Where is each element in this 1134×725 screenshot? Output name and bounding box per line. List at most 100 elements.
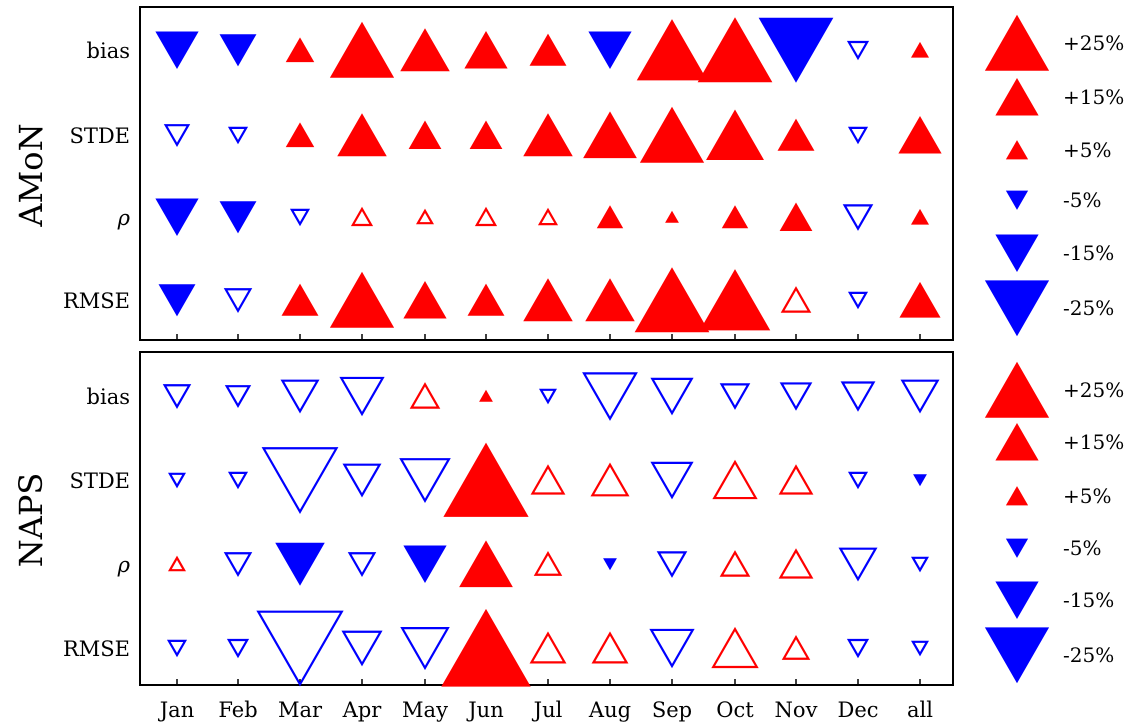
legend-label: +5% [1063, 138, 1112, 162]
marker-naps-may [399, 458, 451, 504]
marker-amon-jul [529, 33, 567, 66]
legend-label: +5% [1063, 484, 1112, 508]
marker-naps-oct [719, 550, 751, 577]
legend-marker [984, 627, 1050, 684]
legend-marker [1005, 190, 1029, 210]
marker-naps-dec [838, 547, 878, 582]
legend-marker [995, 77, 1039, 116]
legend-label: +15% [1063, 85, 1124, 109]
x-tick-label: Jun [466, 698, 503, 722]
marker-naps-jan [167, 555, 187, 572]
marker-amon-jul [537, 207, 559, 226]
marker-amon-feb [227, 126, 249, 145]
x-axis: Jan Feb Mar Apr May Jun Jul Aug Sep Oct Nov Dec all [158, 698, 933, 722]
marker-naps-sep [650, 377, 694, 416]
legend-amon: +25% +15% +5% -5% -15% -25% [984, 14, 1124, 337]
legend-marker [1005, 486, 1029, 506]
legend-marker [1005, 538, 1029, 558]
marker-amon-dec [847, 291, 869, 310]
row-label: RMSE [63, 637, 130, 661]
marker-amon-mar [289, 208, 311, 227]
marker-amon-jul [523, 278, 573, 322]
marker-naps-jan [166, 639, 188, 658]
marker-naps-aug [582, 372, 638, 421]
marker-naps-all [910, 556, 930, 573]
marker-naps-sep [649, 628, 695, 669]
marker-amon-feb [219, 201, 257, 234]
marker-amon-apr [350, 206, 374, 227]
marker-amon-oct [697, 17, 773, 83]
marker-naps-dec [846, 638, 870, 659]
marker-amon-jan [155, 31, 199, 70]
marker-naps-jan [167, 472, 187, 489]
x-tick-label: Mar [278, 698, 323, 722]
marker-amon-jun [464, 30, 508, 69]
marker-amon-dec [842, 204, 874, 231]
marker-naps-mar [261, 447, 339, 514]
marker-naps-aug [603, 558, 617, 571]
marker-amon-jan [158, 284, 196, 317]
marker-amon-jul [523, 113, 573, 157]
row-label: bias [87, 39, 130, 63]
legend-marker [984, 14, 1050, 71]
legend-label: +25% [1063, 31, 1124, 55]
marker-amon-apr [329, 21, 395, 78]
panel-frame [139, 351, 954, 686]
marker-amon-feb [223, 288, 253, 313]
legends-group: +25% +15% +5% -5% -15% -25% +25% +15% +5% -5% -15%… [984, 14, 1124, 684]
marker-naps-all [913, 474, 927, 487]
marker-amon-nov [779, 202, 813, 231]
marker-naps-jun [443, 442, 529, 517]
marker-naps-mar [275, 542, 325, 586]
legend-label: -5% [1063, 188, 1102, 212]
legend-naps: +25% +15% +5% -5% -15% -25% [984, 361, 1124, 684]
marker-naps-oct [712, 459, 758, 500]
x-tick-label: Feb [218, 698, 257, 722]
legend-label: -15% [1063, 241, 1114, 265]
marker-amon-dec [847, 126, 869, 145]
marker-naps-may [403, 545, 447, 584]
legend-label: -25% [1063, 643, 1114, 667]
marker-amon-all [910, 41, 930, 58]
legend-label: -25% [1063, 296, 1114, 320]
marker-amon-jun [469, 120, 503, 149]
x-tick-label: May [402, 698, 448, 722]
legend-marker [984, 280, 1050, 337]
x-tick-label: Jul [532, 698, 563, 722]
marker-naps-mar [280, 379, 320, 414]
marker-amon-sep [636, 19, 708, 81]
marker-naps-apr [339, 376, 385, 417]
marker-amon-mar [285, 37, 315, 63]
marker-naps-sep [656, 551, 688, 578]
panel-title: AMoN [12, 123, 50, 227]
marker-amon-sep [665, 210, 679, 223]
marker-naps-jun [459, 540, 513, 588]
marker-naps-mar [256, 610, 344, 687]
marker-amon-feb [219, 34, 257, 67]
marker-naps-jan [162, 384, 192, 409]
marker-amon-sep [639, 106, 705, 163]
marker-amon-may [415, 208, 435, 225]
marker-amon-oct [699, 269, 771, 331]
marker-naps-feb [226, 638, 250, 659]
x-tick-label: Sep [652, 698, 692, 722]
marker-naps-jul [538, 388, 558, 405]
marker-naps-jun [479, 389, 493, 402]
marker-naps-apr [347, 552, 377, 577]
marker-amon-apr [329, 271, 395, 328]
marker-amon-mar [285, 122, 315, 148]
marker-naps-may [409, 382, 441, 409]
marker-naps-oct [719, 383, 751, 410]
marker-naps-dec [847, 471, 869, 490]
marker-naps-dec [840, 381, 876, 412]
panel-naps: NAPS bias STDE ρ RMSE [12, 351, 954, 687]
x-tick-label: Aug [588, 698, 631, 722]
marker-naps-apr [342, 463, 382, 498]
x-tick-label: Oct [716, 698, 754, 722]
x-tick-label: all [907, 698, 933, 722]
marker-amon-aug [596, 205, 624, 229]
marker-amon-oct [721, 205, 749, 229]
marker-naps-nov [779, 382, 813, 411]
marker-naps-jul [533, 551, 563, 576]
